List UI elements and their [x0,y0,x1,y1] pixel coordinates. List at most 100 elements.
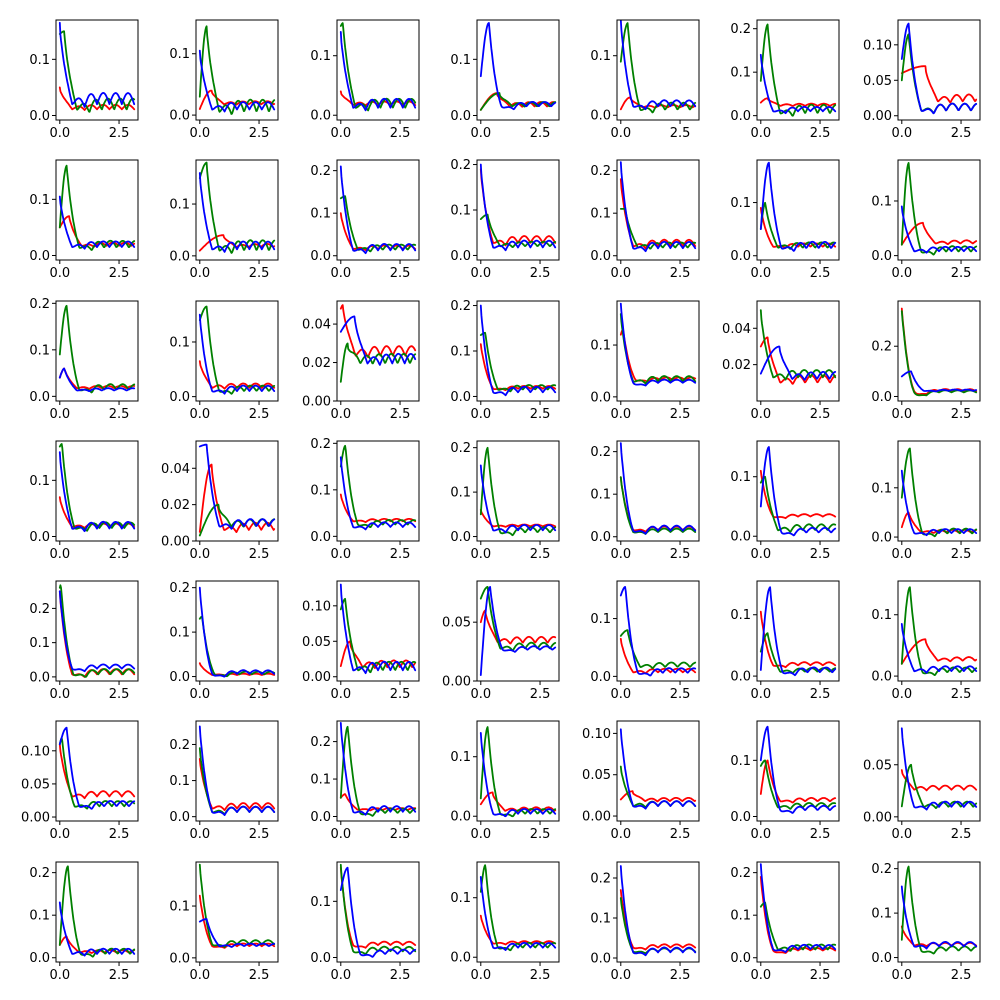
axes-frame [195,159,279,261]
y-tick-label: 0.1 [450,345,471,360]
x-tick-label: 0.0 [49,968,70,983]
subplot-r3-c7: 0.0 2.5 0.0 0.2 [871,300,981,422]
y-tick-label: 0.0 [450,249,471,264]
subplot-r2-c7: 0.0 2.5 0.0 0.1 [871,159,981,281]
series-line-blue [619,442,697,535]
x-tick-label: 2.5 [670,407,691,422]
axes-frame [756,19,840,121]
y-tick-label: 0.04 [722,322,751,337]
series-line-blue [619,728,697,810]
series-line-red [58,590,136,678]
y-tick-label: 0.1 [590,49,611,64]
series-line-blue [759,161,837,252]
subplot-r1-c7: 0.0 2.5 0.00 0.05 0.10 [863,19,981,141]
x-tick-label: 2.5 [390,126,411,141]
series-line-red [759,876,837,954]
y-tick-label: 0.1 [450,750,471,765]
y-tick-label: 0.00 [21,811,50,826]
x-tick-label: 0.0 [891,687,912,702]
y-tick-label: 0.1 [590,488,611,503]
y-tick-label: 0.1 [730,754,751,769]
axes-frame [756,720,840,822]
axes-frame [476,720,560,822]
subplot-r4-c5: 0.0 2.5 0.0 0.1 0.2 [590,440,700,562]
subplot-r7-c2: 0.0 2.5 0.0 0.1 [169,861,279,983]
subplot-r4-c1: 0.0 2.5 0.0 0.1 [29,440,139,562]
y-tick-label: 0.02 [302,356,331,371]
y-tick-label: 0.0 [169,109,190,124]
y-tick-label: 0.10 [582,727,611,742]
y-tick-label: 0.0 [450,810,471,825]
x-tick-label: 2.5 [249,968,270,983]
y-tick-label: 0.00 [302,670,331,685]
x-tick-label: 0.0 [189,266,210,281]
y-tick-label: 0.1 [310,483,331,498]
y-tick-label: 0.0 [169,390,190,405]
axes-frame [897,19,981,121]
series-group [759,309,837,385]
axes-frame [55,159,139,261]
x-tick-label: 2.5 [530,827,551,842]
x-tick-label: 0.0 [189,547,210,562]
y-tick-label: 0.1 [169,198,190,213]
series-line-red [479,609,557,645]
y-tick-label: 0.05 [302,635,331,650]
y-tick-label: 0.1 [450,891,471,906]
x-tick-label: 0.0 [330,547,351,562]
y-tick-label: 0.0 [29,670,50,685]
x-tick-label: 0.0 [49,266,70,281]
series-line-green [759,759,837,810]
x-tick-label: 0.0 [470,126,491,141]
series-line-green [58,865,136,958]
axes-frame [476,580,560,682]
x-tick-label: 2.5 [670,968,691,983]
plot-area [477,160,559,260]
x-tick-label: 2.5 [249,827,270,842]
y-tick-label: 0.1 [169,774,190,789]
x-tick-label: 0.0 [610,407,631,422]
series-group [198,25,276,115]
series-line-blue [198,586,276,678]
x-tick-label: 2.5 [951,407,972,422]
series-line-blue [900,885,978,950]
series-line-green [198,305,276,395]
series-group [339,304,417,383]
x-tick-label: 2.5 [249,547,270,562]
subplot-r1-c5: 0.0 2.5 0.0 0.1 [590,19,700,141]
subplot-r6-c6: 0.0 2.5 0.0 0.1 [730,720,840,842]
y-tick-label: 0.2 [590,872,611,887]
series-line-blue [900,205,978,254]
x-tick-label: 0.0 [189,827,210,842]
x-tick-label: 0.0 [189,407,210,422]
series-line-red [198,89,276,110]
series-line-blue [58,367,136,393]
y-tick-label: 0.1 [29,193,50,208]
x-tick-label: 2.5 [530,687,551,702]
y-tick-label: 0.0 [169,249,190,264]
x-tick-label: 0.0 [610,266,631,281]
series-group [198,305,276,395]
series-line-green [479,726,557,818]
y-tick-label: 0.2 [310,735,331,750]
axes-frame [55,720,139,822]
y-tick-label: 0.2 [450,158,471,173]
x-tick-label: 0.0 [330,407,351,422]
y-tick-label: 0.0 [590,952,611,967]
y-tick-label: 0.1 [590,912,611,927]
series-line-blue [479,586,557,676]
series-line-blue [339,30,417,112]
x-tick-label: 2.5 [670,827,691,842]
axes-frame [897,440,981,542]
y-tick-label: 0.02 [722,358,751,373]
subplot-r6-c1: 0.0 2.5 0.00 0.05 0.10 [21,720,139,842]
series-group [479,586,557,676]
series-group [619,161,697,253]
series-group [58,584,136,678]
subplot-r4-c6: 0.0 2.5 0.0 0.1 [730,440,840,562]
x-tick-label: 2.5 [530,266,551,281]
x-tick-label: 2.5 [810,407,831,422]
series-line-blue [198,443,276,530]
subplot-r1-c1: 0.0 2.5 0.0 0.1 [29,19,139,141]
series-line-blue [619,161,697,253]
